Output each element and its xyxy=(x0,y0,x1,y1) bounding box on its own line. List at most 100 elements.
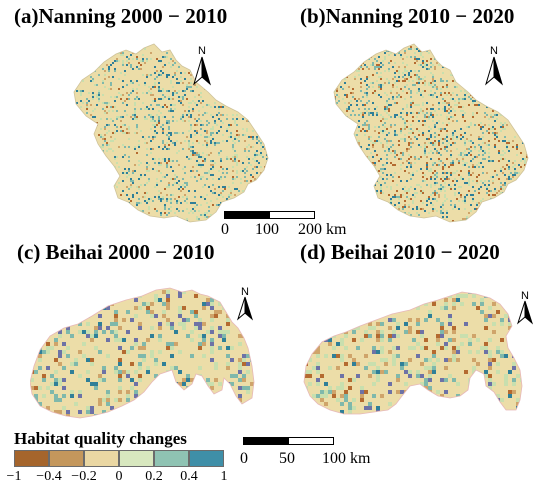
raster-cell xyxy=(426,198,428,200)
raster-cell xyxy=(364,92,366,94)
raster-cell xyxy=(422,102,424,104)
raster-cell xyxy=(112,214,114,216)
raster-cell xyxy=(128,94,130,96)
raster-cell xyxy=(196,86,198,88)
raster-cell xyxy=(214,394,218,398)
raster-cell xyxy=(444,108,446,110)
raster-cell xyxy=(196,160,198,162)
raster-cell xyxy=(524,196,526,198)
raster-cell xyxy=(156,210,158,212)
raster-cell xyxy=(526,80,528,82)
raster-cell xyxy=(114,338,118,342)
raster-cell xyxy=(130,378,134,382)
raster-cell xyxy=(122,124,124,126)
region-outline xyxy=(333,43,529,223)
raster-cell xyxy=(136,152,138,154)
raster-cell xyxy=(478,94,480,96)
raster-cell xyxy=(518,126,520,128)
raster-cell xyxy=(252,182,254,184)
raster-cell xyxy=(122,210,124,212)
raster-cell xyxy=(388,210,390,212)
raster-cell xyxy=(380,142,382,144)
raster-cell xyxy=(456,138,458,140)
raster-cell xyxy=(246,370,250,374)
raster-cell xyxy=(416,158,418,160)
raster-cell xyxy=(352,166,354,168)
raster-cell xyxy=(500,114,502,116)
raster-cell xyxy=(342,44,344,46)
raster-cell xyxy=(206,216,208,218)
raster-cell xyxy=(146,200,148,202)
raster-cell xyxy=(98,148,100,150)
raster-cell xyxy=(134,220,136,222)
raster-cell xyxy=(86,98,88,100)
raster-cell xyxy=(222,98,224,100)
raster-cell xyxy=(152,86,154,88)
raster-cell xyxy=(266,72,268,74)
raster-cell xyxy=(396,184,398,186)
raster-cell xyxy=(446,198,448,200)
raster-cell xyxy=(202,306,206,310)
raster-cell xyxy=(192,222,194,224)
raster-cell xyxy=(54,378,58,382)
raster-cell xyxy=(480,68,482,70)
raster-cell xyxy=(462,44,464,46)
raster-cell xyxy=(138,306,142,310)
raster-cell xyxy=(76,90,78,92)
raster-cell xyxy=(74,318,78,322)
raster-cell xyxy=(110,96,112,98)
raster-cell xyxy=(382,132,384,134)
raster-cell xyxy=(140,202,142,204)
raster-cell xyxy=(68,216,70,218)
raster-cell xyxy=(144,118,146,120)
raster-cell xyxy=(424,124,426,126)
raster-cell xyxy=(380,192,382,194)
raster-cell xyxy=(312,286,316,290)
raster-cell xyxy=(242,82,244,84)
raster-cell xyxy=(406,222,408,224)
raster-cell xyxy=(340,184,342,186)
raster-cell xyxy=(504,108,506,110)
raster-cell xyxy=(348,298,352,302)
raster-cell xyxy=(164,116,166,118)
raster-cell xyxy=(430,40,432,42)
raster-cell xyxy=(88,42,90,44)
raster-cell xyxy=(364,46,366,48)
raster-cell xyxy=(200,96,202,98)
raster-cell xyxy=(76,112,78,114)
raster-cell xyxy=(120,98,122,100)
raster-cell xyxy=(172,110,174,112)
raster-cell xyxy=(98,92,100,94)
raster-cell xyxy=(246,156,248,158)
raster-cell xyxy=(88,100,90,102)
raster-cell xyxy=(408,40,410,42)
raster-cell xyxy=(408,74,410,76)
raster-cell xyxy=(88,92,90,94)
raster-cell xyxy=(248,188,250,190)
raster-cell xyxy=(234,178,236,180)
raster-cell xyxy=(50,298,54,302)
raster-cell xyxy=(380,170,382,172)
raster-cell xyxy=(98,188,100,190)
raster-cell xyxy=(422,132,424,134)
raster-cell xyxy=(396,222,398,224)
raster-cell xyxy=(86,172,88,174)
raster-cell xyxy=(206,172,208,174)
raster-cell xyxy=(230,70,232,72)
raster-cell xyxy=(138,188,140,190)
raster-cell xyxy=(54,410,58,414)
raster-cell xyxy=(324,310,328,314)
raster-cell xyxy=(166,290,170,294)
raster-cell xyxy=(496,104,498,106)
raster-cell xyxy=(442,46,444,48)
raster-cell xyxy=(514,192,516,194)
raster-cell xyxy=(512,70,514,72)
raster-cell xyxy=(70,100,72,102)
raster-cell xyxy=(122,60,124,62)
raster-cell xyxy=(166,148,168,150)
raster-cell xyxy=(170,166,172,168)
raster-cell xyxy=(400,96,402,98)
raster-cell xyxy=(346,96,348,98)
raster-cell xyxy=(92,200,94,202)
raster-cell xyxy=(106,394,110,398)
